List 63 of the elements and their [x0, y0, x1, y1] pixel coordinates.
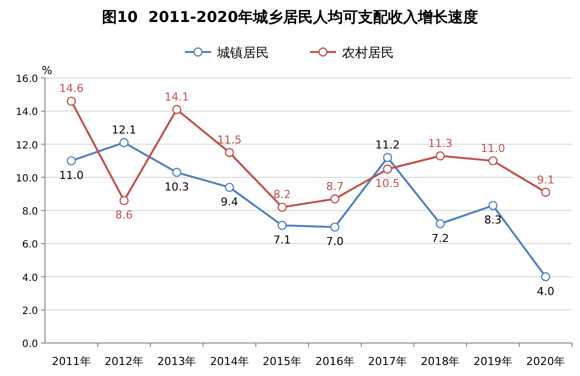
data-label: 11.0 — [59, 168, 84, 182]
point — [119, 196, 129, 206]
y-tick-label: 10.0 — [16, 173, 38, 184]
data-label: 9.1 — [536, 173, 554, 186]
data-label: 7.0 — [326, 235, 344, 248]
data-label: 11.5 — [217, 134, 242, 147]
x-tick-label: 2014年 — [210, 355, 249, 368]
data-label: 8.2 — [273, 188, 291, 202]
y-tick-label: 0.0 — [22, 339, 38, 350]
point — [330, 222, 340, 232]
point — [224, 182, 234, 192]
data-label: 11.3 — [428, 136, 452, 150]
point — [488, 156, 498, 166]
point — [488, 200, 498, 210]
legend-label: 农村居民 — [342, 46, 394, 61]
x-tick-label: 2016年 — [315, 355, 354, 368]
data-label: 8.3 — [484, 214, 502, 227]
data-label: 12.1 — [112, 124, 136, 137]
y-axis-title: % — [42, 64, 52, 77]
x-tick-label: 2013年 — [157, 355, 196, 368]
y-tick-label: 12.0 — [16, 140, 38, 152]
point — [436, 151, 445, 160]
data-label: 11.2 — [375, 138, 400, 152]
x-tick-label: 2012年 — [104, 355, 144, 368]
point — [278, 220, 287, 230]
data-label: 11.0 — [480, 142, 506, 155]
data-label: 4.0 — [536, 284, 554, 298]
x-tick-label: 2020年 — [526, 355, 566, 368]
y-tick-label: 4.0 — [22, 272, 38, 284]
point — [436, 219, 445, 228]
point — [278, 202, 287, 212]
data-label: 14.1 — [164, 90, 189, 104]
point — [66, 96, 76, 106]
point — [172, 104, 182, 114]
y-tick-label: 16.0 — [16, 74, 38, 85]
data-label: 7.1 — [273, 233, 291, 246]
legend-label: 城镇居民 — [216, 46, 269, 61]
x-tick-label: 2015年 — [262, 355, 302, 368]
point — [172, 168, 182, 178]
data-label: 7.2 — [432, 232, 449, 245]
point — [382, 152, 392, 162]
chart-title: 图10 2011-2020年城乡居民人均可支配收入增长速度 — [102, 8, 478, 26]
x-tick-label: 2018年 — [420, 355, 460, 368]
point — [382, 164, 392, 174]
x-tick-label: 2017年 — [368, 355, 408, 368]
point — [224, 148, 234, 158]
point — [541, 188, 550, 197]
x-tick-label: 2011年 — [52, 355, 91, 368]
x-tick-label: 2019年 — [473, 355, 512, 368]
point — [119, 138, 129, 148]
data-label: 8.7 — [326, 180, 344, 193]
point — [541, 272, 550, 282]
y-tick-label: 14.0 — [16, 107, 38, 118]
point — [330, 194, 340, 204]
point — [66, 156, 76, 166]
y-tick-label: 6.0 — [22, 240, 38, 251]
data-label: 14.6 — [59, 82, 84, 96]
data-label: 9.4 — [220, 195, 238, 208]
data-label: 10.5 — [375, 177, 400, 190]
data-label: 8.6 — [115, 208, 133, 222]
data-label: 10.3 — [164, 180, 189, 194]
y-tick-label: 8.0 — [22, 206, 38, 218]
y-tick-label: 2.0 — [22, 306, 38, 317]
